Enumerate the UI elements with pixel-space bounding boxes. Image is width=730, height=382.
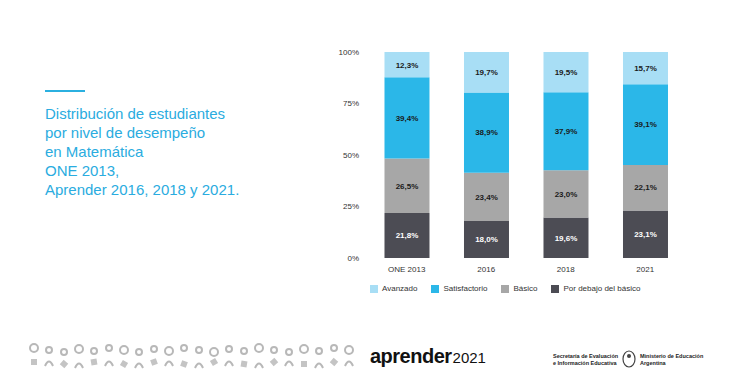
svg-text:39,1%: 39,1% [634,120,657,129]
html-text:aprender2021: aprender2021 [370,345,486,367]
svg-text:19,5%: 19,5% [555,68,578,77]
svg-text:22,1%: 22,1% [634,183,657,192]
svg-text:75%: 75% [343,99,359,108]
svg-text:19,6%: 19,6% [555,234,578,243]
html-text:Básico: Básico [513,284,538,293]
svg-text:15,7%: 15,7% [634,64,657,73]
svg-text:2016: 2016 [477,265,495,274]
svg-text:39,4%: 39,4% [396,114,419,123]
svg-text:19,7%: 19,7% [475,68,498,77]
svg-text:ONE 2013: ONE 2013 [388,265,426,274]
html-text:Secretaría de Evaluación e Inf: Secretaría de Evaluación e Información E… [553,353,619,366]
svg-text:12,3%: 12,3% [396,61,419,70]
svg-text:26,5%: 26,5% [396,182,419,191]
html-text:Ministerio de Educación Argent: Ministerio de Educación Argentina [640,353,704,366]
svg-text:25%: 25% [343,202,359,211]
html-text:Satisfactorio: Satisfactorio [443,284,488,293]
svg-text:2021: 2021 [636,265,654,274]
svg-text:2018: 2018 [557,265,575,274]
svg-text:50%: 50% [343,151,359,160]
svg-text:21,8%: 21,8% [396,231,419,240]
svg-text:37,9%: 37,9% [555,127,578,136]
svg-text:0%: 0% [347,254,359,263]
svg-text:38,9%: 38,9% [475,128,498,137]
html-text:Distribución de estudiantes po: Distribución de estudiantes por nivel de… [45,105,240,198]
html-text:Avanzado: Avanzado [382,284,418,293]
svg-text:18,0%: 18,0% [475,235,498,244]
svg-text:100%: 100% [339,48,359,57]
svg-text:23,1%: 23,1% [634,230,657,239]
html-text:Por debajo del básico: Por debajo del básico [563,284,641,293]
svg-text:23,4%: 23,4% [475,193,498,202]
svg-text:23,0%: 23,0% [555,190,578,199]
